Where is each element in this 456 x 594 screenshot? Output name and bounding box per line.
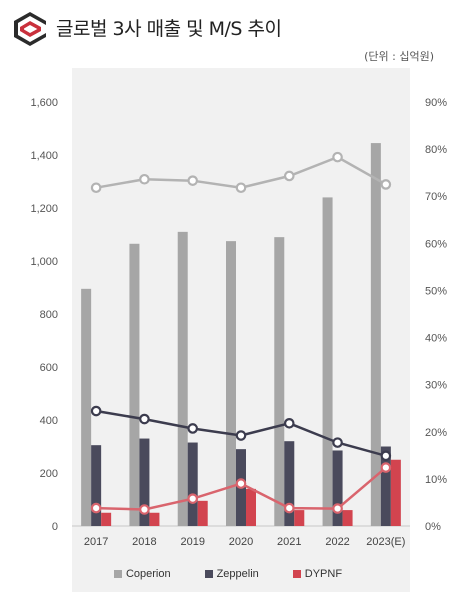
x-tick-label: 2017 [84,536,108,548]
y-right-tick-label: 40% [425,333,447,345]
ms-point-coperion-2017 [90,182,102,194]
y-right-tick-label: 80% [425,144,447,156]
ms-point-coperion-2021 [283,170,295,182]
legend-item-coperion: Coperion [113,568,171,580]
ms-point-dypnf-2022 [332,503,343,514]
bar-coperion-2021 [274,237,285,526]
y-right-tick-label: 60% [425,238,447,250]
ms-point-coperion-2020 [235,182,247,194]
y-left-tick-label: 800 [40,309,58,321]
bar-dypnf-2018 [149,512,160,526]
ms-point-dypnf-2019 [187,493,199,504]
legend: Coperion Zeppelin DYPNF [0,568,456,580]
x-tick-label: 2020 [229,536,253,548]
y-left-tick-label: 1,000 [30,256,58,268]
y-left-tick-label: 0 [52,521,58,533]
legend-swatch [292,570,301,578]
company-logo [14,12,46,46]
ms-point-coperion-2023(E) [380,179,392,190]
bar-dypnf-2017 [101,512,112,526]
bar-dypnf-2019 [197,500,208,526]
y-left-tick-label: 1,600 [30,97,58,109]
legend-label: DYPNF [304,568,343,580]
ms-point-dypnf-2018 [139,504,150,515]
bar-coperion-2018 [129,243,140,526]
ms-point-dypnf-2023(E) [380,462,392,473]
y-right-tick-label: 10% [425,474,447,486]
ms-point-zeppelin-2020 [235,430,247,441]
bar-coperion-2017 [81,288,92,526]
y-right-tick-label: 50% [425,285,447,297]
legend-label: Zeppelin [216,568,259,580]
bar-coperion-2022 [322,197,333,526]
bar-dypnf-2020 [246,488,256,526]
chart-title: 글로벌 3사 매출 및 M/S 추이 [56,18,282,40]
bar-coperion-2023(E) [370,143,381,526]
y-right-tick-label: 0% [425,521,441,533]
bar-zeppelin-2017 [91,445,102,526]
y-left-tick-label: 400 [40,415,58,427]
y-left-tick-label: 1,400 [30,150,58,162]
ms-point-dypnf-2021 [283,502,295,514]
y-right-tick-label: 90% [425,97,447,109]
y-left-tick-label: 200 [40,468,58,480]
ms-point-coperion-2019 [187,175,199,186]
y-left-tick-label: 1,200 [30,203,58,215]
ms-point-coperion-2022 [332,151,343,163]
bar-zeppelin-2018 [139,438,150,526]
x-tick-label: 2021 [277,536,301,548]
ms-point-zeppelin-2021 [283,417,295,429]
bar-zeppelin-2022 [332,450,343,526]
x-tick-label: 2018 [132,536,156,548]
ms-point-zeppelin-2019 [187,423,199,434]
y-right-tick-label: 30% [425,380,447,392]
bar-coperion-2019 [177,231,188,526]
bar-zeppelin-2023(E) [380,446,391,526]
bar-dypnf-2022 [342,510,353,526]
legend-item-zeppelin: Zeppelin [204,568,259,580]
legend-item-dypnf: DYPNF [292,568,343,580]
bar-zeppelin-2021 [284,441,295,526]
ms-point-coperion-2018 [139,173,150,185]
y-right-tick-label: 70% [425,191,447,203]
bar-dypnf-2021 [294,510,305,526]
legend-swatch [113,570,122,578]
x-tick-label: 2019 [180,536,204,548]
legend-swatch [204,570,213,578]
bar-zeppelin-2019 [187,442,198,526]
ms-point-dypnf-2020 [235,478,247,489]
y-left-tick-label: 600 [40,362,58,374]
ms-point-dypnf-2017 [90,502,102,514]
bar-coperion-2020 [226,241,236,526]
legend-label: Coperion [125,568,171,580]
x-tick-label: 2022 [325,536,349,548]
unit-label: (단위 : 십억원) [364,50,434,63]
ms-point-zeppelin-2017 [90,405,102,417]
ms-point-zeppelin-2018 [139,413,150,425]
ms-point-zeppelin-2022 [332,437,343,448]
y-right-tick-label: 20% [425,427,447,439]
ms-point-zeppelin-2023(E) [380,450,392,462]
bar-dypnf-2023(E) [390,459,401,526]
x-tick-label: 2023(E) [366,536,405,548]
